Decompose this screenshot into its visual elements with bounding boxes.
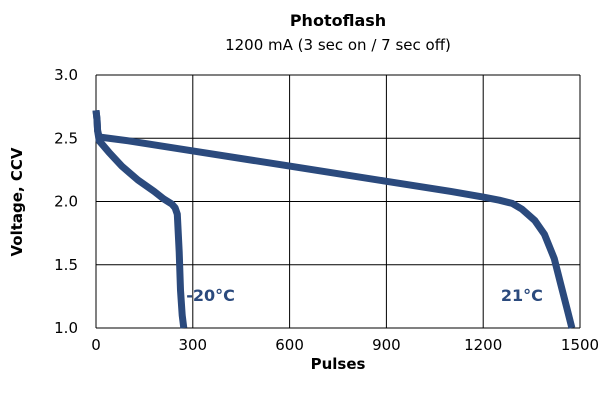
chart-title: Photoflash: [290, 11, 386, 30]
series-annotation: 21°C: [501, 286, 543, 305]
x-tick-label: 300: [178, 336, 207, 354]
y-axis-label: Voltage, CCV: [8, 147, 26, 256]
y-tick-label: 1.0: [54, 319, 78, 337]
x-tick-label: 900: [372, 336, 401, 354]
x-tick-label: 1500: [561, 336, 599, 354]
series: [92, 110, 576, 329]
annotations: -20°C 21°C: [186, 286, 543, 305]
x-tick-label: 0: [91, 336, 101, 354]
x-tick-label: 600: [275, 336, 304, 354]
x-tick-label: 1200: [464, 336, 502, 354]
y-tick-label: 2.0: [54, 193, 78, 211]
series-annotation: -20°C: [186, 286, 235, 305]
y-tick-label: 3.0: [54, 66, 78, 84]
y-tick-label: 1.5: [54, 256, 78, 274]
chart-subtitle: 1200 mA (3 sec on / 7 sec off): [225, 36, 451, 54]
ticks: 0 300 600 900 1200 1500 1.0 1.5 2.0 2.5 3.0: [54, 66, 599, 354]
x-axis-label: Pulses: [311, 355, 366, 373]
series-line: [92, 110, 576, 329]
y-tick-label: 2.5: [54, 129, 78, 147]
